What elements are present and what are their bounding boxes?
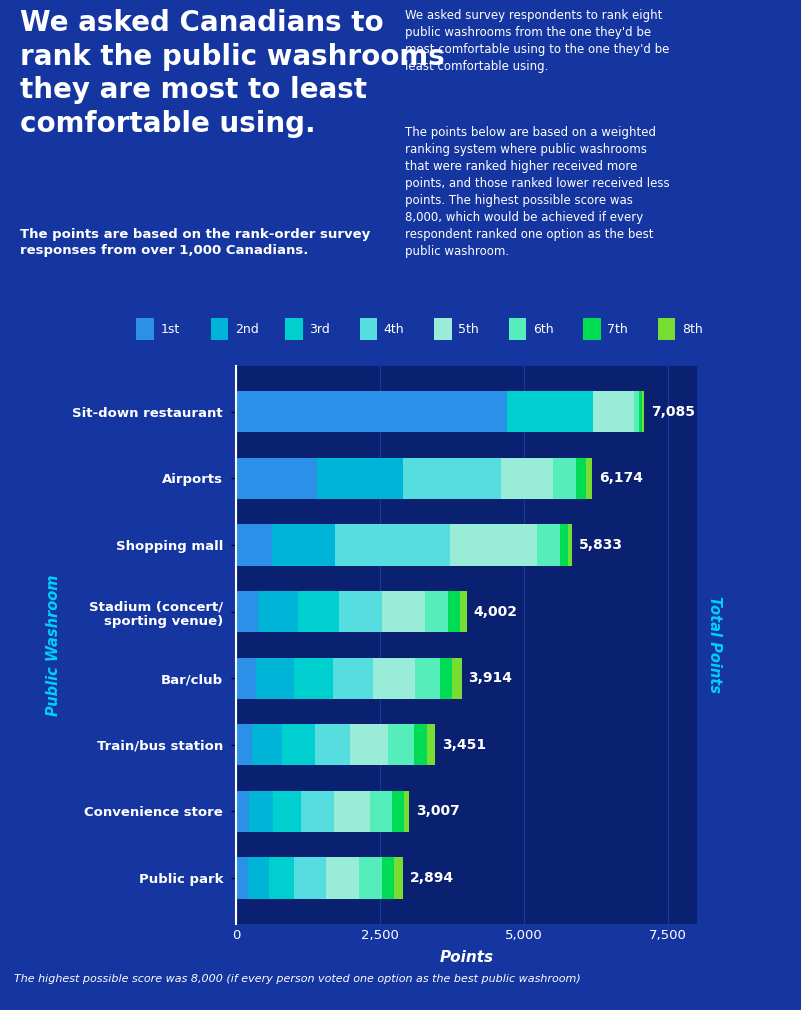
Text: We asked survey respondents to rank eight
public washrooms from the one they'd b: We asked survey respondents to rank eigh…: [405, 9, 669, 74]
Bar: [294, 658, 333, 699]
Bar: [236, 658, 256, 699]
Bar: [236, 524, 272, 566]
Bar: [440, 658, 453, 699]
Bar: [295, 857, 326, 899]
Text: 2,894: 2,894: [410, 871, 454, 885]
Bar: [642, 391, 644, 432]
Bar: [252, 724, 282, 766]
Bar: [211, 318, 228, 340]
Bar: [248, 857, 269, 899]
Bar: [576, 458, 586, 499]
Bar: [413, 724, 428, 766]
Text: 3rd: 3rd: [309, 323, 330, 335]
Bar: [453, 658, 461, 699]
Bar: [317, 458, 403, 499]
Text: 8th: 8th: [682, 323, 702, 335]
Bar: [315, 724, 350, 766]
Bar: [373, 658, 416, 699]
Text: 6th: 6th: [533, 323, 553, 335]
Bar: [236, 857, 248, 899]
Text: 3,007: 3,007: [417, 805, 460, 818]
Text: 7,085: 7,085: [651, 405, 695, 419]
Text: 2nd: 2nd: [235, 323, 259, 335]
Text: 4th: 4th: [384, 323, 405, 335]
Bar: [537, 524, 560, 566]
Bar: [350, 724, 388, 766]
Bar: [560, 524, 569, 566]
Bar: [236, 391, 507, 432]
Bar: [392, 791, 404, 832]
Bar: [360, 318, 377, 340]
Bar: [553, 458, 576, 499]
Bar: [333, 658, 373, 699]
Bar: [460, 591, 467, 632]
Bar: [299, 591, 339, 632]
Bar: [326, 857, 360, 899]
Bar: [370, 791, 392, 832]
Text: The points below are based on a weighted
ranking system where public washrooms
t: The points below are based on a weighted…: [405, 126, 669, 259]
Bar: [285, 318, 303, 340]
Bar: [404, 791, 409, 832]
Bar: [450, 524, 537, 566]
Text: 1st: 1st: [160, 323, 179, 335]
Bar: [269, 857, 295, 899]
Bar: [336, 524, 450, 566]
Y-axis label: Total Points: Total Points: [706, 596, 722, 694]
Text: 7th: 7th: [607, 323, 628, 335]
Bar: [282, 724, 315, 766]
Text: The highest possible score was 8,000 (if every person voted one option as the be: The highest possible score was 8,000 (if…: [14, 975, 582, 985]
Bar: [394, 857, 403, 899]
Bar: [272, 791, 300, 832]
Bar: [300, 791, 334, 832]
Text: 6,174: 6,174: [598, 472, 642, 485]
Bar: [382, 857, 394, 899]
Text: 5th: 5th: [458, 323, 479, 335]
Bar: [236, 591, 258, 632]
Bar: [403, 458, 501, 499]
Bar: [236, 791, 249, 832]
Bar: [658, 318, 675, 340]
Bar: [425, 591, 449, 632]
Bar: [594, 391, 634, 432]
X-axis label: Points: Points: [440, 950, 493, 966]
Bar: [249, 791, 272, 832]
Bar: [334, 791, 370, 832]
Bar: [428, 724, 435, 766]
Bar: [360, 857, 382, 899]
Bar: [449, 591, 460, 632]
Bar: [416, 658, 440, 699]
Bar: [583, 318, 601, 340]
Text: 4,002: 4,002: [473, 605, 517, 618]
Text: 5,833: 5,833: [579, 538, 623, 551]
Text: 3,914: 3,914: [469, 672, 513, 685]
Bar: [382, 591, 425, 632]
Bar: [236, 458, 317, 499]
Bar: [236, 724, 252, 766]
Text: We asked Canadians to
rank the public washrooms
they are most to least
comfortab: We asked Canadians to rank the public wa…: [20, 9, 445, 137]
Bar: [388, 724, 413, 766]
Bar: [501, 458, 553, 499]
Bar: [256, 658, 294, 699]
Bar: [272, 524, 336, 566]
Bar: [509, 318, 526, 340]
Bar: [586, 458, 592, 499]
Text: The points are based on the rank-order survey
responses from over 1,000 Canadian: The points are based on the rank-order s…: [20, 228, 370, 258]
Bar: [434, 318, 452, 340]
Bar: [634, 391, 639, 432]
Bar: [136, 318, 154, 340]
Bar: [569, 524, 572, 566]
Text: 3,451: 3,451: [442, 738, 486, 751]
Y-axis label: Public Washroom: Public Washroom: [46, 574, 62, 716]
Bar: [639, 391, 642, 432]
Bar: [339, 591, 382, 632]
Bar: [258, 591, 299, 632]
Bar: [507, 391, 594, 432]
